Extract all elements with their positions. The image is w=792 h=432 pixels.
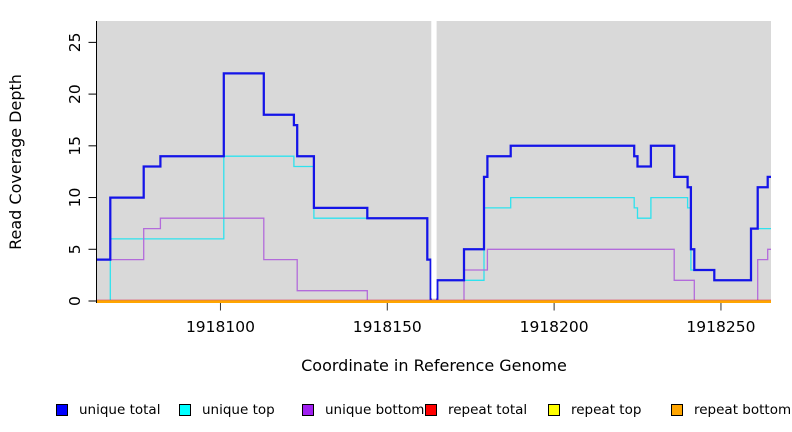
legend-swatch-icon (671, 404, 683, 416)
x-tick-label: 1918150 (353, 318, 422, 336)
y-tick-label: 5 (66, 244, 84, 254)
series-line-unique-total (97, 72, 771, 303)
legend-swatch-icon (548, 404, 560, 416)
y-tick-label: 25 (66, 33, 84, 53)
legend-swatch-icon (179, 404, 191, 416)
legend-label: unique bottom (325, 402, 425, 418)
y-tick-label: 15 (66, 136, 84, 156)
x-tick-label: 1918100 (186, 318, 255, 336)
legend-label: unique top (202, 402, 275, 418)
y-tick-label: 20 (66, 84, 84, 104)
legend-label: repeat top (571, 402, 642, 418)
series-line-unique-bottom (97, 217, 771, 302)
y-axis-title: Read Coverage Depth (6, 74, 25, 250)
legend-label: unique total (79, 402, 161, 418)
legend-item-unique-top: unique top (179, 399, 275, 421)
legend-swatch-icon (425, 404, 437, 416)
legend-item-unique-total: unique total (56, 399, 160, 421)
legend-swatch-icon (56, 404, 68, 416)
chart-legend: unique total unique top unique bottom repea… (0, 399, 792, 425)
legend-item-unique-bottom: unique bottom (302, 399, 424, 421)
x-axis-title: Coordinate in Reference Genome (301, 356, 567, 375)
x-tick-label: 1918200 (520, 318, 589, 336)
y-tick-label: 0 (66, 296, 84, 306)
x-tick-label: 1918250 (686, 318, 755, 336)
legend-label: repeat total (448, 402, 528, 418)
y-tick-label: 10 (66, 188, 84, 208)
masked-region (431, 20, 437, 299)
legend-item-repeat-bottom: repeat bottom (671, 399, 791, 421)
legend-label: repeat bottom (694, 402, 792, 418)
legend-item-repeat-total: repeat total (425, 399, 527, 421)
legend-swatch-icon (302, 404, 314, 416)
legend-item-repeat-top: repeat top (548, 399, 641, 421)
